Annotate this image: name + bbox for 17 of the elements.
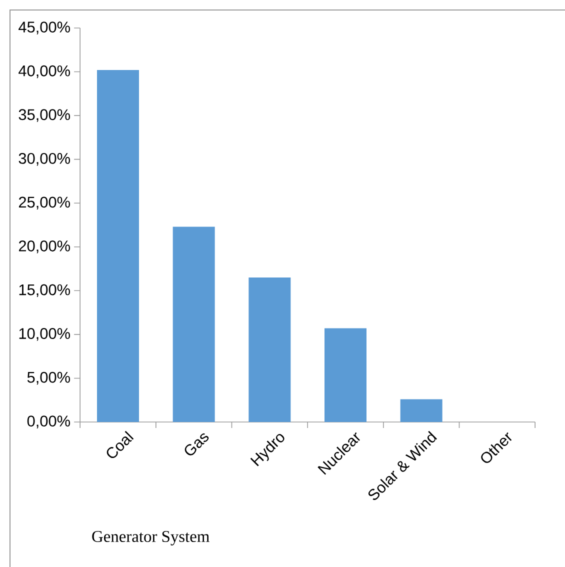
y-tick-label: 10,00% (19, 328, 70, 341)
x-axis-title: Generator System (92, 531, 210, 546)
bar (324, 328, 366, 422)
bar (97, 70, 139, 422)
y-tick-label: 0,00% (27, 416, 70, 428)
bar (248, 278, 291, 422)
y-tick-label: 15,00% (19, 284, 70, 298)
y-tick-label: 20,00% (18, 240, 70, 254)
bar (172, 226, 215, 422)
y-tick-label: 25,00% (18, 196, 70, 210)
bar (400, 399, 442, 422)
y-tick-label: 45,00% (18, 22, 70, 34)
y-tick-label: 5,00% (27, 372, 70, 385)
y-tick-label: 30,00% (18, 152, 70, 166)
y-tick-label: 40,00% (18, 65, 70, 78)
y-tick-label: 35,00% (18, 109, 70, 122)
x-tick-label: Gas (184, 433, 209, 456)
